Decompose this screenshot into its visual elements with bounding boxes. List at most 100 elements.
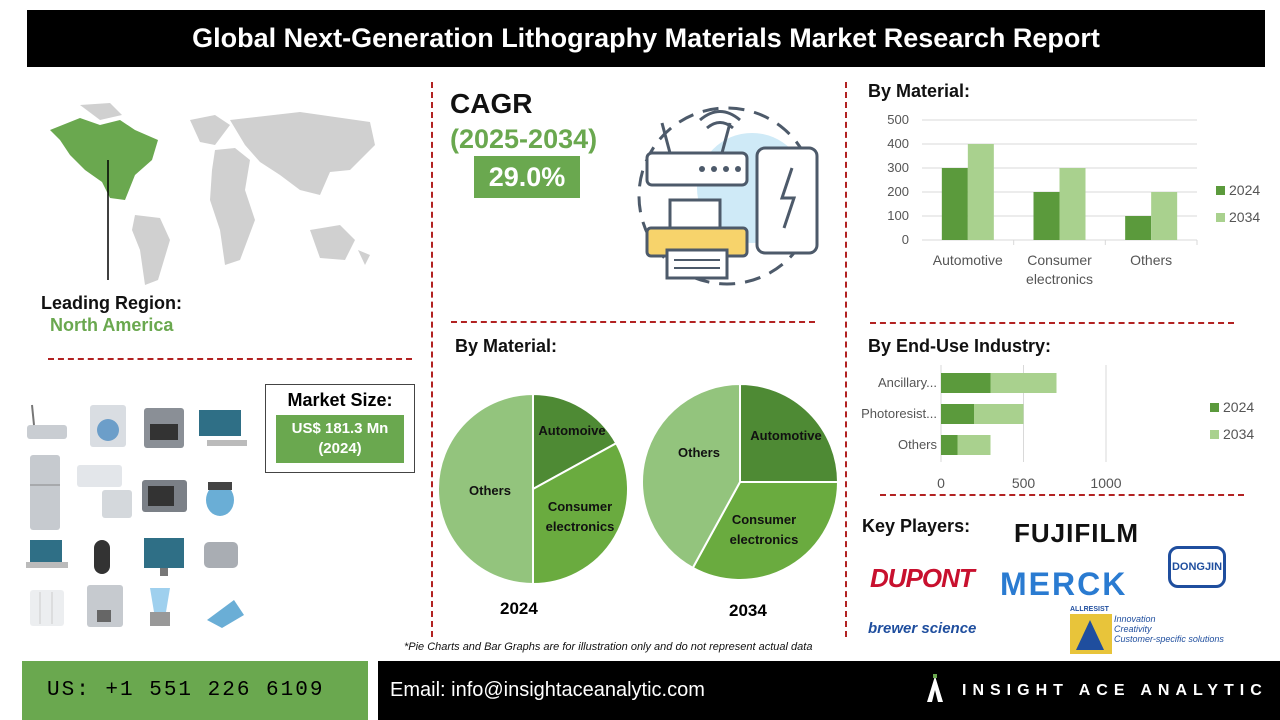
pie-slice-2 bbox=[437, 392, 534, 586]
x-tick-label: Consumer bbox=[1027, 252, 1092, 268]
iron-icon bbox=[207, 600, 244, 628]
pie-slice-1 bbox=[532, 441, 629, 586]
y-tick-label: 500 bbox=[887, 112, 909, 127]
world-map bbox=[50, 103, 375, 285]
appliances-illustration bbox=[26, 404, 247, 628]
footer-brand: INSIGHT ACE ANALYTIC bbox=[962, 682, 1268, 699]
divider-bar bbox=[870, 322, 1234, 324]
router-icon bbox=[27, 404, 67, 439]
x-tick-label: 1000 bbox=[1090, 475, 1121, 491]
allresist-logo-name: ALLRESIST bbox=[1070, 606, 1109, 613]
pie-slice-0 bbox=[532, 392, 618, 491]
pie-label-1: electronics bbox=[546, 519, 615, 534]
y-tick-label: 300 bbox=[887, 160, 909, 175]
monitor-icon bbox=[199, 410, 247, 446]
y-tick-label: Photoresist... bbox=[861, 406, 937, 421]
legend-label-2024: 2024 bbox=[1229, 182, 1260, 198]
legend-swatch-2024 bbox=[1210, 403, 1219, 412]
bar-chart-title: By Material: bbox=[868, 81, 971, 101]
disclaimer-note: *Pie Charts and Bar Graphs are for illus… bbox=[404, 641, 813, 653]
pie-chart-title: By Material: bbox=[455, 336, 558, 356]
pie-label-0: Automoive bbox=[538, 423, 605, 438]
legend-swatch-2034 bbox=[1216, 213, 1225, 222]
fujifilm-logo: FUJIFILM bbox=[1014, 518, 1139, 548]
printer-icon bbox=[668, 198, 722, 232]
dongjin-logo: DONGJIN bbox=[1168, 546, 1226, 588]
cagr-value: 29.0% bbox=[474, 156, 580, 198]
pie-year-2024: 2024 bbox=[500, 599, 538, 618]
pie-label-0: Automotive bbox=[750, 428, 822, 443]
bar-2034-2 bbox=[1151, 192, 1178, 240]
air-conditioner-icon bbox=[77, 465, 132, 518]
pie-slice-2 bbox=[641, 382, 741, 570]
microwave-icon bbox=[142, 480, 187, 512]
toaster-icon bbox=[204, 542, 238, 568]
divider-right bbox=[845, 82, 847, 637]
market-size-year: (2024) bbox=[318, 440, 362, 457]
oven-icon bbox=[144, 408, 184, 448]
router-icon bbox=[645, 151, 749, 187]
legend-label-2034: 2034 bbox=[1229, 209, 1260, 225]
x-tick-label: 0 bbox=[937, 475, 945, 491]
hbar-2024-0 bbox=[941, 373, 991, 393]
heater-icon bbox=[30, 590, 64, 626]
bar-2024-2 bbox=[1125, 216, 1152, 240]
brewer-science-logo: brewer science bbox=[868, 620, 977, 637]
hbar-2034-2 bbox=[957, 435, 991, 455]
fridge-icon bbox=[30, 455, 60, 530]
x-tick-label: 500 bbox=[1012, 475, 1036, 491]
legend-label-2024: 2024 bbox=[1223, 399, 1254, 415]
laptop-icon bbox=[26, 540, 68, 568]
phone-icon bbox=[755, 146, 819, 255]
enduse-chart-title: By End-Use Industry: bbox=[868, 336, 1052, 356]
bar-2034-1 bbox=[1059, 168, 1086, 240]
bar-2024-0 bbox=[941, 168, 968, 240]
key-players-label: Key Players: bbox=[862, 516, 971, 536]
pie-label-2: Others bbox=[678, 445, 720, 460]
divider-enduse bbox=[880, 494, 1244, 496]
coffee-machine-icon bbox=[87, 585, 123, 627]
legend-swatch-2024 bbox=[1216, 186, 1225, 195]
cagr-label: CAGR bbox=[450, 88, 533, 119]
region-value: North America bbox=[50, 315, 174, 335]
hbar-2024-1 bbox=[941, 404, 974, 424]
legend-label-2034: 2034 bbox=[1223, 426, 1254, 442]
x-tick-label: electronics bbox=[1026, 271, 1093, 287]
pie-label-1: Consumer bbox=[548, 499, 612, 514]
pie-label-1: electronics bbox=[730, 532, 799, 547]
footer-email: Email: info@insightaceanalytic.com bbox=[378, 661, 1280, 720]
y-tick-label: 100 bbox=[887, 208, 909, 223]
pie-chart-2024: Automoive Consumer electronics Others bbox=[437, 392, 629, 586]
brand-logo-icon bbox=[927, 674, 943, 702]
allresist-tagline: Innovation Creativity Customer-specific … bbox=[1114, 614, 1224, 644]
pie-label-1: Consumer bbox=[732, 512, 796, 527]
cagr-period: (2025-2034) bbox=[450, 124, 598, 154]
legend-swatch-2034 bbox=[1210, 430, 1219, 439]
hbar-2024-2 bbox=[941, 435, 958, 455]
material-bar-chart: 0 100 200 300 400 500 Automotive Consumer electr… bbox=[887, 112, 1260, 287]
y-tick-label: Others bbox=[898, 437, 938, 452]
bar-2034-0 bbox=[967, 144, 994, 240]
bar-2024-1 bbox=[1033, 192, 1060, 240]
divider-region bbox=[48, 358, 412, 360]
y-tick-label: Ancillary... bbox=[878, 375, 937, 390]
pie-slice-1 bbox=[691, 481, 840, 581]
market-size-label: Market Size: bbox=[287, 390, 393, 410]
y-tick-label: 400 bbox=[887, 136, 909, 151]
dupont-logo: DUPONT bbox=[870, 563, 975, 593]
pie-slice-0 bbox=[739, 382, 840, 483]
x-tick-label: Others bbox=[1130, 252, 1172, 268]
pie-chart-2034: Automotive Consumer electronics Others bbox=[641, 382, 840, 581]
market-size-value-box: US$ 181.3 Mn (2024) bbox=[276, 415, 404, 463]
pie-year-2034: 2034 bbox=[729, 601, 767, 620]
kettle-icon bbox=[206, 482, 234, 516]
y-tick-label: 0 bbox=[902, 232, 909, 247]
divider-left bbox=[431, 82, 433, 637]
wifi-icon bbox=[699, 110, 741, 130]
y-tick-label: 200 bbox=[887, 184, 909, 199]
market-size-value: US$ 181.3 Mn bbox=[291, 420, 389, 437]
footer-phone: US: +1 551 226 6109 bbox=[22, 661, 368, 720]
hbar-2034-0 bbox=[990, 373, 1057, 393]
tv-icon bbox=[144, 538, 184, 576]
divider-cagr bbox=[451, 321, 815, 323]
